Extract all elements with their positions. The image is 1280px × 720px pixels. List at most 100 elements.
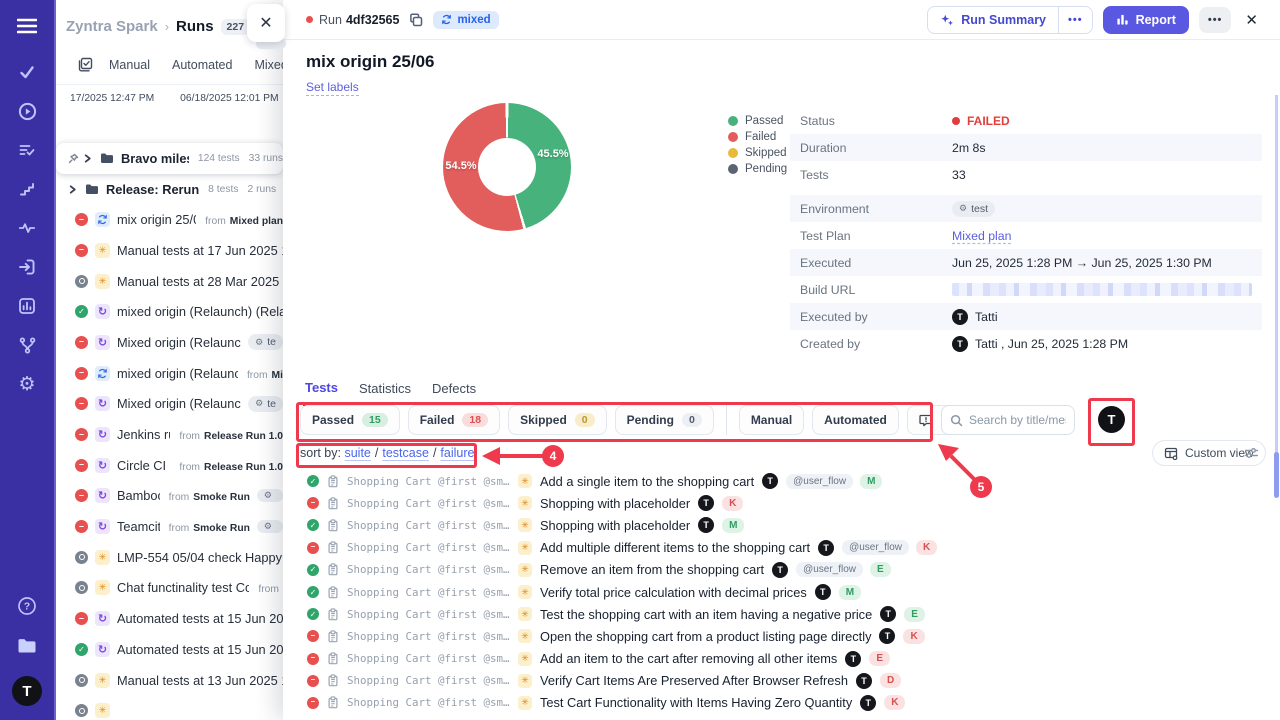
search-input[interactable] xyxy=(969,413,1066,427)
tab[interactable]: Defects xyxy=(430,376,478,406)
filter-button[interactable]: Failed 18 xyxy=(407,405,501,435)
table-row[interactable]: Shopping Cart @first @smoke ✳ Test the s… xyxy=(283,603,1280,625)
tag[interactable]: M xyxy=(838,584,862,600)
tag[interactable]: E xyxy=(870,562,891,578)
custom-view-button[interactable]: Custom view xyxy=(1152,440,1266,466)
suite-name[interactable]: Shopping Cart @first @smoke xyxy=(347,474,510,488)
table-row[interactable]: Shopping Cart @first @smoke ✳ Test Cart … xyxy=(283,692,1280,714)
tag[interactable]: M xyxy=(722,517,745,533)
tag[interactable]: E xyxy=(904,606,925,622)
test-title[interactable]: Shopping with placeholder xyxy=(540,517,691,533)
runs-filter-tab[interactable]: Mixed xyxy=(254,57,283,72)
run-list-item[interactable]: ↻ Mixed origin (Relaunch) ⚙te xyxy=(56,389,283,420)
suite-name[interactable]: Shopping Cart @first @smoke xyxy=(347,585,510,599)
sort-link-testcase[interactable]: testcase xyxy=(382,446,429,460)
tag[interactable]: K xyxy=(916,540,938,556)
breadcrumb-project[interactable]: Zyntra Spark xyxy=(66,18,158,35)
tag[interactable]: K xyxy=(903,628,925,644)
table-row[interactable]: Shopping Cart @first @smoke ✳ Verify Car… xyxy=(283,670,1280,692)
filter-button[interactable]: Skipped 0 xyxy=(508,405,607,435)
sliders-icon[interactable] xyxy=(1244,446,1259,460)
scrollbar-track[interactable] xyxy=(1275,95,1278,493)
test-title[interactable]: Add a single item to the shopping cart xyxy=(540,473,755,489)
branch-icon[interactable] xyxy=(14,333,40,357)
tag[interactable]: @user_flow xyxy=(796,562,864,578)
pull-in-icon[interactable] xyxy=(14,255,40,279)
suite-name[interactable]: Shopping Cart @first @smoke xyxy=(347,518,510,532)
run-list-item[interactable]: ✳ Manual tests at 13 Jun 2025 12 xyxy=(56,665,283,696)
run-list-item[interactable]: ↻ Automated tests at 15 Jun 2025 xyxy=(56,634,283,665)
run-type-badge[interactable]: mixed xyxy=(433,10,499,29)
filter-button[interactable]: Manual xyxy=(738,405,805,435)
tab[interactable]: Statistics xyxy=(357,376,413,406)
table-row[interactable]: Shopping Cart @first @smoke ✳ Open the s… xyxy=(283,625,1280,647)
run-list-item[interactable]: ↻ Mixed origin (Relaunch) ⚙te xyxy=(56,327,283,358)
table-row[interactable]: Shopping Cart @first @smoke ✳ Add an ite… xyxy=(283,648,1280,670)
table-row[interactable]: Shopping Cart @first @smoke ✳ Add a sing… xyxy=(283,470,1280,492)
menu-icon[interactable] xyxy=(14,14,40,38)
run-summary-more-button[interactable]: ••• xyxy=(1058,6,1092,33)
filter-button[interactable]: Automated xyxy=(812,405,899,435)
tag[interactable]: K xyxy=(884,695,906,711)
test-title[interactable]: Verify total price calculation with deci… xyxy=(540,584,807,600)
table-row[interactable]: Shopping Cart @first @smoke ✳ Verify tot… xyxy=(283,581,1280,603)
tag[interactable]: D xyxy=(879,673,902,689)
run-list-item[interactable]: Release: Rerun 8 tests 2 runs xyxy=(56,174,283,205)
run-list-item[interactable]: ↻ Automated tests at 15 Jun 2025 xyxy=(56,603,283,634)
close-drawer-button[interactable]: ✕ xyxy=(1241,7,1262,33)
milestones-steps-icon[interactable] xyxy=(14,177,40,201)
run-list-icon[interactable] xyxy=(14,138,40,162)
sort-link-failure[interactable]: failure xyxy=(440,446,475,460)
run-summary-button[interactable]: Run Summary xyxy=(928,6,1059,33)
breadcrumb-section[interactable]: Runs xyxy=(176,18,214,35)
chevron-right-icon[interactable] xyxy=(68,184,77,194)
panel-close-button[interactable]: ✕ xyxy=(247,4,285,42)
filter-button[interactable]: Pending 0 xyxy=(614,405,714,435)
assignee-avatar-filter[interactable]: T xyxy=(1098,406,1125,433)
test-title[interactable]: Open the shopping cart from a product li… xyxy=(540,628,872,644)
tag[interactable]: @user_flow xyxy=(842,540,910,556)
test-title[interactable]: Add an item to the cart after removing a… xyxy=(540,651,838,667)
set-labels-link[interactable]: Set labels xyxy=(306,80,359,96)
run-list-item[interactable]: ✳ Chat functinality test Copy from xyxy=(56,573,283,604)
test-title[interactable]: Test Cart Functionality with Items Havin… xyxy=(540,695,853,711)
run-list-item[interactable]: ✳ LMP-554 05/04 check Happy Pa xyxy=(56,542,283,573)
projects-folder-icon[interactable] xyxy=(14,633,40,657)
report-button[interactable]: Report xyxy=(1102,5,1189,34)
select-all-icon[interactable] xyxy=(78,57,93,72)
sort-link-suite[interactable]: suite xyxy=(344,446,371,460)
test-title[interactable]: Remove an item from the shopping cart xyxy=(540,562,765,578)
tag[interactable]: E xyxy=(869,651,890,667)
more-actions-button[interactable]: ••• xyxy=(1198,6,1232,33)
test-title[interactable]: Shopping with placeholder xyxy=(540,495,691,511)
suite-name[interactable]: Shopping Cart @first @smoke xyxy=(347,696,510,710)
runs-filter-tab[interactable]: Automated xyxy=(172,57,233,72)
chevron-right-icon[interactable] xyxy=(83,154,92,163)
activity-pulse-icon[interactable] xyxy=(14,216,40,240)
table-row[interactable]: Shopping Cart @first @smoke ✳ Shopping w… xyxy=(283,492,1280,514)
test-plan-link[interactable]: Mixed plan xyxy=(952,228,1012,243)
tag[interactable]: K xyxy=(722,495,744,511)
tag[interactable]: M xyxy=(860,473,883,489)
tests-check-icon[interactable] xyxy=(14,60,40,84)
run-list-item[interactable]: ✳ Manual tests at 17 Jun 2025 10 xyxy=(56,235,283,266)
runs-play-icon[interactable] xyxy=(14,99,40,123)
help-icon[interactable]: ? xyxy=(14,594,40,618)
suite-name[interactable]: Shopping Cart @first @smoke xyxy=(347,496,510,510)
suite-name[interactable]: Shopping Cart @first @smoke xyxy=(347,674,510,688)
suite-name[interactable]: Shopping Cart @first @smoke xyxy=(347,541,510,555)
run-list-item[interactable]: ✳ xyxy=(56,695,283,720)
test-title[interactable]: Add multiple different items to the shop… xyxy=(540,540,811,556)
table-row[interactable]: Shopping Cart @first @smoke ✳ Shopping w… xyxy=(283,514,1280,536)
run-list-item[interactable]: ✳ Manual tests at 28 Mar 2025 09 xyxy=(56,266,283,297)
suite-name[interactable]: Shopping Cart @first @smoke xyxy=(347,563,510,577)
analytics-icon[interactable] xyxy=(14,294,40,318)
user-avatar[interactable]: T xyxy=(12,676,42,706)
suite-name[interactable]: Shopping Cart @first @smoke xyxy=(347,652,510,666)
scrollbar-thumb[interactable] xyxy=(1274,452,1279,498)
copy-icon[interactable] xyxy=(409,12,423,27)
filter-button[interactable]: Passed 15 xyxy=(300,405,400,435)
